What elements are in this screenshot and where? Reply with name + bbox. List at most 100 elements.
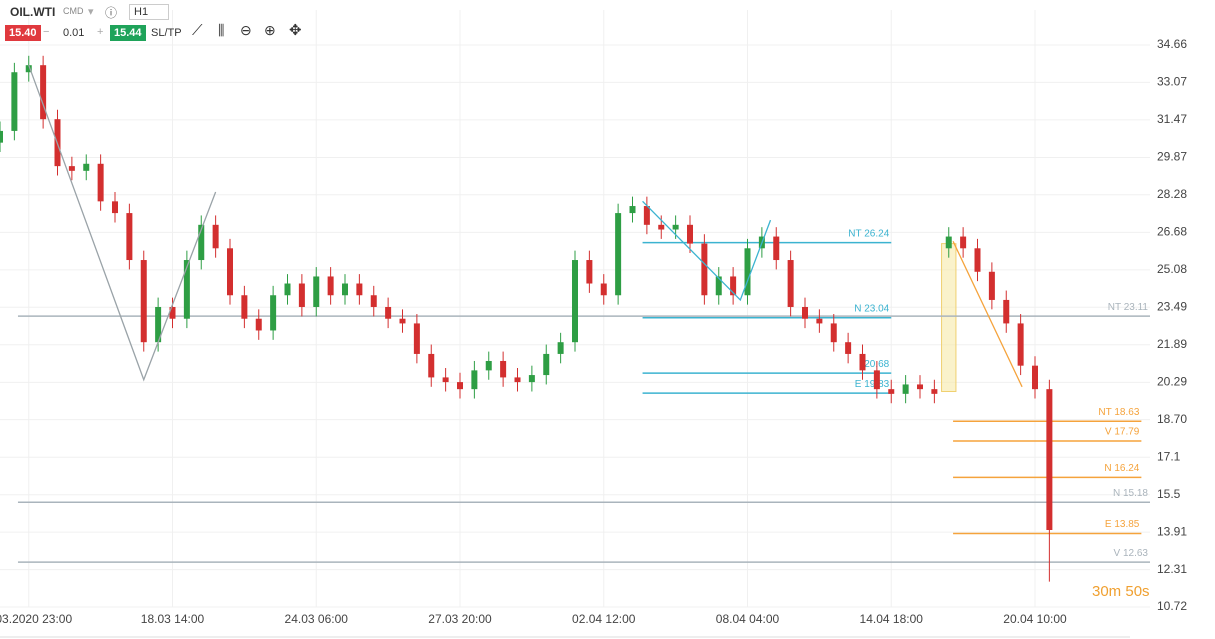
candle-body (212, 224, 219, 249)
candle-body (342, 283, 348, 296)
candle-body (1003, 299, 1010, 324)
market: CMD (63, 6, 84, 16)
candle-body (126, 213, 133, 261)
y-tick-label: 15.5 (1157, 487, 1181, 501)
y-tick-label: 17.1 (1157, 449, 1181, 463)
y-tick-label: 20.29 (1157, 375, 1187, 389)
candle-body (25, 65, 32, 73)
candle-body (701, 243, 708, 296)
y-tick-label: 28.28 (1157, 187, 1187, 201)
y-tick-label: 31.47 (1157, 112, 1187, 126)
candle-body (615, 213, 622, 296)
highlight-box (941, 243, 957, 392)
sell-price[interactable]: 15.40 (5, 25, 41, 41)
candle-body (385, 306, 392, 319)
minus[interactable]: − (43, 26, 50, 38)
level-label: NT 26.24 (848, 228, 889, 239)
candle-body (715, 276, 722, 296)
candle-body (227, 248, 233, 296)
candle-body (40, 65, 47, 120)
x-tick-label: 08.04 04:00 (716, 612, 780, 626)
y-tick-label: 29.87 (1157, 150, 1187, 164)
level-label: NT 23.11 (1108, 302, 1149, 313)
x-tick-label: 14.04 18:00 (860, 612, 924, 626)
candle-body (687, 224, 693, 244)
candle-body (1046, 389, 1053, 531)
candle-body (241, 295, 248, 319)
x-tick-label: 02.04 12:00 (572, 612, 636, 626)
candle-body (112, 201, 118, 214)
buy-price[interactable]: 15.44 (110, 25, 146, 41)
countdown: 30m 50s (1092, 583, 1150, 600)
y-tick-label: 33.07 (1157, 74, 1187, 88)
x-tick-label: 2.03.2020 23:00 (0, 612, 72, 626)
y-tick-label: 25.08 (1157, 262, 1187, 276)
candle-body (500, 360, 507, 378)
candle-tool[interactable]: ⫼ (218, 22, 225, 38)
candle-body (11, 72, 18, 131)
interval[interactable]: H1 (129, 4, 169, 20)
candle-body (284, 283, 291, 296)
candle-body (183, 260, 190, 319)
candle-body (413, 323, 420, 354)
sl-tp[interactable]: SL/TP (151, 27, 182, 39)
candle-body (399, 318, 406, 324)
toolbar: OIL.WTI CMD ▾ ⓘ H1 15.40 − 0.01 + 15.44 … (0, 0, 330, 44)
candle-body (945, 236, 952, 249)
candle-body (356, 283, 363, 296)
candle-body (802, 306, 808, 319)
candle-body (528, 375, 535, 383)
candle-body (902, 384, 909, 394)
y-tick-label: 21.89 (1157, 337, 1187, 351)
move-tool[interactable]: ✥ (289, 22, 302, 39)
volume[interactable]: 0.01 (63, 27, 85, 39)
candle-body (816, 318, 823, 324)
candle-body (572, 260, 578, 343)
candle-body (859, 353, 866, 371)
info-icon[interactable]: ⓘ (105, 6, 118, 20)
candle-body (888, 389, 895, 394)
y-tick-label: 26.68 (1157, 225, 1187, 239)
candle-body (327, 276, 334, 296)
candle-body (97, 163, 104, 202)
trendline (952, 240, 1023, 388)
y-tick-label: 12.31 (1157, 562, 1187, 576)
line-tool[interactable]: ⟋ (192, 22, 203, 39)
y-tick-label: 13.91 (1157, 524, 1187, 538)
candle-body (169, 306, 176, 319)
y-tick-label: 23.49 (1157, 299, 1187, 313)
x-tick-label: 18.03 14:00 (141, 612, 205, 626)
candle-body (773, 236, 780, 261)
symbol[interactable]: OIL.WTI (10, 5, 56, 19)
y-tick-label: 10.72 (1157, 599, 1187, 613)
candle-body (485, 360, 492, 371)
y-tick-label: 18.70 (1157, 412, 1187, 426)
x-tick-label: 20.04 10:00 (1003, 612, 1067, 626)
candle-body (457, 382, 463, 390)
candle-body (514, 377, 521, 383)
candle-body (931, 389, 938, 394)
level-label: N 16.24 (1104, 463, 1139, 474)
plus[interactable]: + (97, 26, 104, 38)
candle-body (428, 353, 435, 378)
candle-body (744, 248, 751, 296)
candle-body (873, 370, 880, 390)
trendline (28, 64, 217, 382)
candle-body (471, 370, 478, 390)
level-label: V 17.79 (1105, 427, 1140, 438)
candle-body (960, 236, 967, 249)
candle-body (787, 260, 794, 307)
dropdown[interactable]: ▾ (88, 6, 94, 18)
level-label: NT 18.63 (1098, 407, 1139, 418)
candle-body (730, 276, 737, 296)
candle-body (1032, 365, 1038, 390)
candle-body (974, 248, 981, 272)
zoom-out[interactable]: ⊖ (240, 22, 252, 38)
candle-body (830, 323, 837, 343)
zoom-in[interactable]: ⊕ (264, 22, 276, 38)
candle-body (557, 342, 564, 354)
candle-body (629, 206, 636, 214)
candle-body (845, 342, 852, 354)
candle-body (155, 306, 162, 343)
x-tick-label: 24.03 06:00 (285, 612, 349, 626)
